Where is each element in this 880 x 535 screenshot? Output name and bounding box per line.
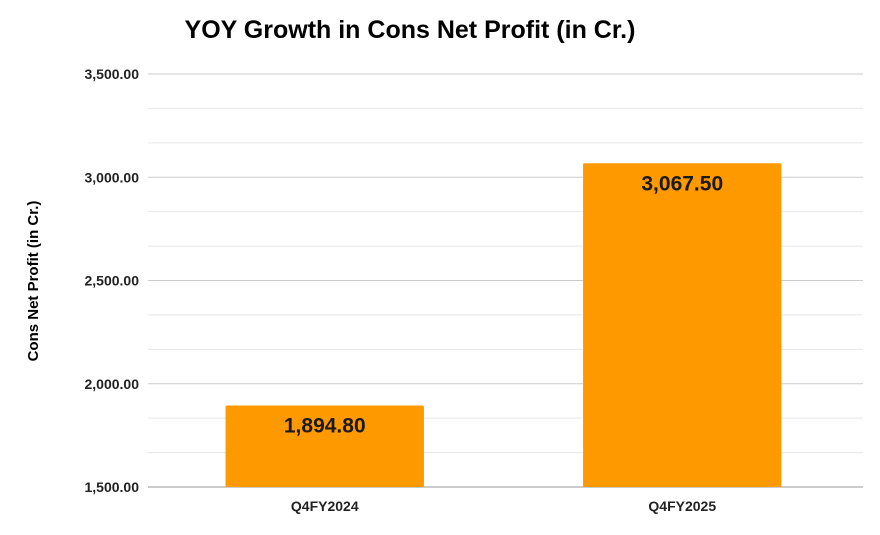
y-tick-label: 2,500.00 (85, 273, 140, 289)
y-tick-label: 2,000.00 (85, 376, 140, 392)
y-tick-label: 3,500.00 (85, 66, 140, 82)
bars (225, 163, 782, 487)
data-labels: 1,894.80 3,067.50 (284, 172, 723, 437)
data-label: 1,894.80 (284, 414, 366, 437)
bar (225, 405, 424, 487)
y-axis-title: Cons Net Profit (in Cr.) (25, 201, 42, 362)
y-axis-ticks: 1,500.00 2,000.00 2,500.00 3,000.00 3,500.00 (85, 66, 140, 495)
x-tick-label: Q4FY2024 (291, 498, 359, 514)
y-tick-label: 1,500.00 (85, 479, 140, 495)
bar (583, 163, 782, 487)
x-tick-label: Q4FY2025 (648, 498, 716, 514)
y-tick-label: 3,000.00 (85, 169, 140, 185)
chart-title: YOY Growth in Cons Net Profit (in Cr.) (184, 16, 636, 44)
x-axis-ticks: Q4FY2024 Q4FY2025 (291, 498, 716, 514)
data-label: 3,067.50 (641, 172, 723, 195)
